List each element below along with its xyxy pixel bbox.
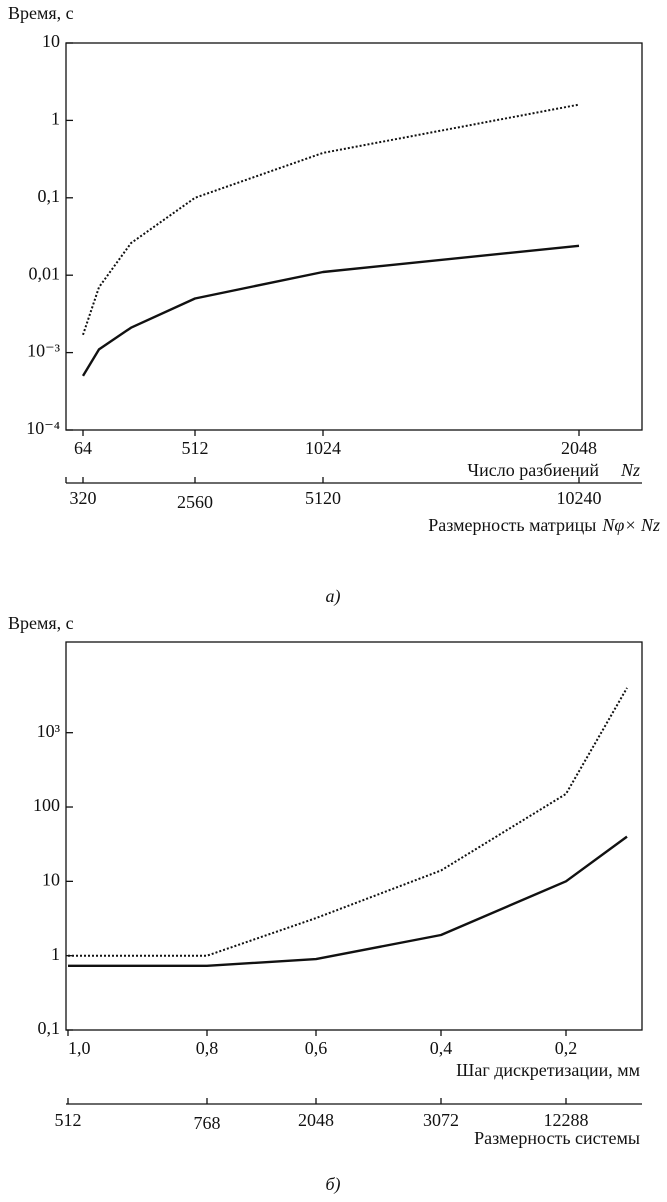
x2-axis-label: Размерность системы: [474, 1128, 640, 1148]
x-axis-label: Число разбиений Nz: [467, 460, 640, 480]
x2-axis-label: Размерность матрицы Nφ× Nz: [428, 515, 660, 535]
panel-label: б): [325, 1174, 340, 1195]
solid-line: [68, 835, 628, 967]
x-tick-label: 512: [182, 438, 209, 458]
x-axis-label-text: Число разбиений: [467, 460, 599, 480]
x2-tick-label: 12288: [544, 1110, 589, 1130]
plot-frame: [65, 42, 643, 431]
y-tick-label: 10: [42, 869, 60, 889]
x-tick-label: 1024: [305, 438, 341, 458]
y-tick-label: 10⁻³: [27, 341, 61, 361]
x-tick-label: 1,0: [68, 1038, 91, 1058]
y-tick-label: 100: [33, 795, 60, 815]
x-tick-label: 0,6: [305, 1038, 328, 1058]
x2-tick-label: 5120: [305, 488, 341, 508]
x2-tick-label: 512: [55, 1110, 82, 1130]
x-axis-variable: Nz: [620, 460, 640, 480]
x2-tick-label: 2048: [298, 1110, 334, 1130]
x2-tick-label: 320: [70, 488, 97, 508]
solid-line: [81, 244, 580, 377]
dotted-line: [68, 687, 628, 957]
y-tick-label: 1: [51, 944, 60, 964]
plot-frame: [65, 641, 643, 1031]
x2-axis-variable: Nφ× Nz: [601, 515, 660, 535]
x2-tick-label: 10240: [557, 488, 602, 508]
y-tick-label: 0,1: [38, 186, 61, 206]
y-tick-label: 1: [51, 109, 60, 129]
y-tick-label: 10: [42, 31, 60, 51]
x2-tick-label: 3072: [423, 1110, 459, 1130]
x2-tick-label: 2560: [177, 492, 213, 512]
panel-label: а): [326, 586, 341, 607]
x-axis-label: Шаг дискретизации, мм: [456, 1060, 640, 1080]
x2-axis-label-text: Размерность матрицы: [428, 515, 596, 535]
x2-axis-label-text: Размерность системы: [474, 1128, 640, 1148]
y-tick-label: 0,1: [38, 1018, 61, 1038]
y-axis-label: Время, с: [8, 613, 74, 633]
x-axis-label-text: Шаг дискретизации, мм: [456, 1060, 640, 1080]
x-tick-label: 64: [74, 438, 92, 458]
dotted-line: [82, 103, 580, 336]
y-tick-label: 10³: [37, 721, 61, 741]
y-axis-label: Время, с: [8, 3, 74, 23]
x2-tick-label: 768: [194, 1113, 221, 1133]
x-tick-label: 0,8: [196, 1038, 219, 1058]
x-tick-label: 2048: [561, 438, 597, 458]
y-tick-label: 10⁻⁴: [26, 418, 60, 438]
x-tick-label: 0,4: [430, 1038, 453, 1058]
y-tick-label: 0,01: [29, 263, 61, 283]
x-tick-label: 0,2: [555, 1038, 578, 1058]
